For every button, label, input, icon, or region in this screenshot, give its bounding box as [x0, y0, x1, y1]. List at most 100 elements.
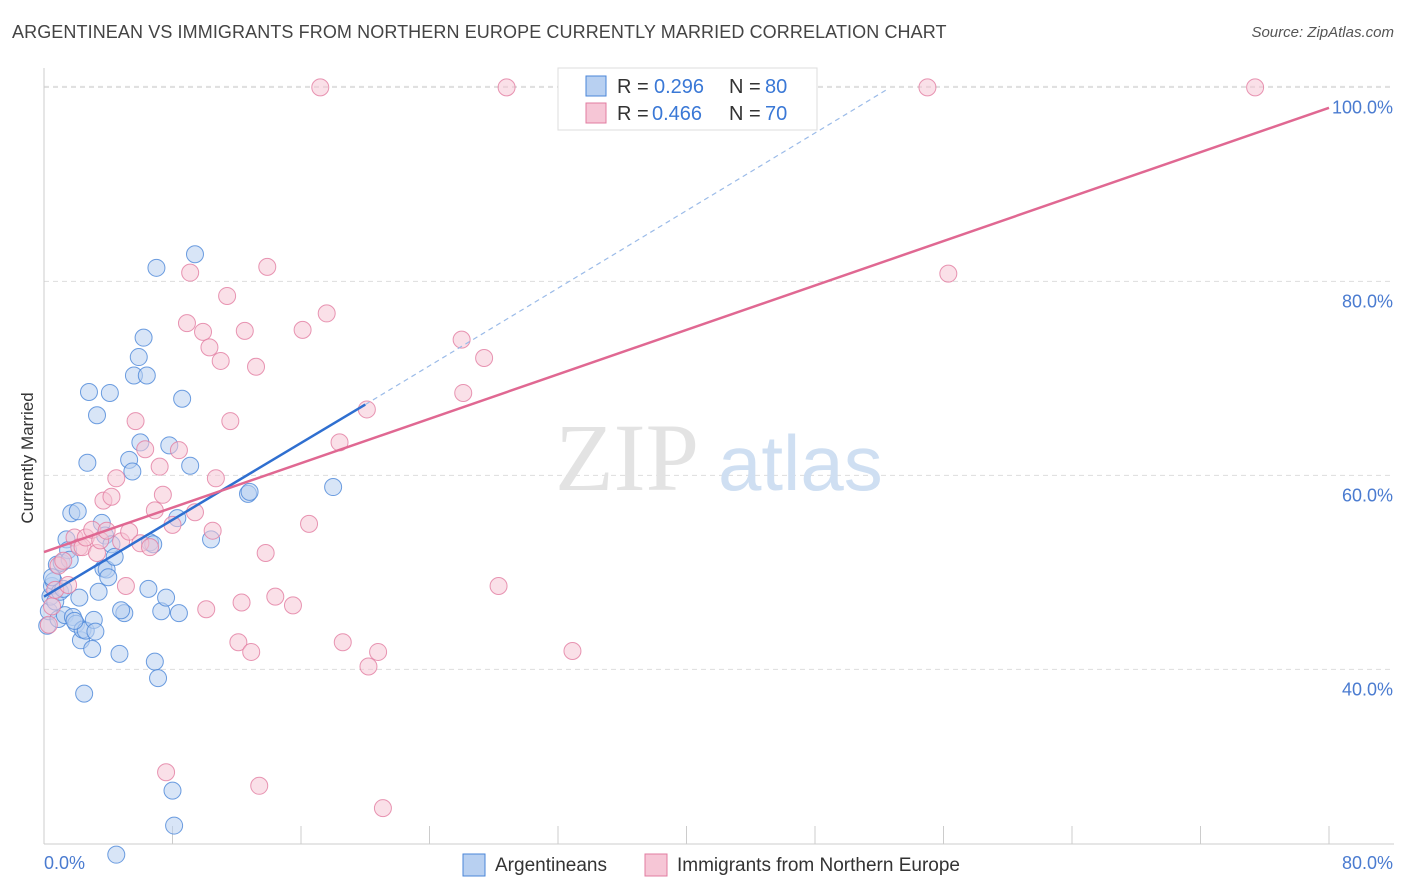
point-argentineans [110, 644, 129, 663]
point-northern-europe [177, 314, 196, 333]
point-argentineans [78, 453, 97, 472]
legend-n-value-blue: 80 [765, 76, 787, 98]
point-northern-europe [39, 615, 58, 634]
bottom-legend-swatch-pink [644, 853, 668, 877]
point-northern-europe [373, 799, 392, 818]
point-northern-europe [54, 551, 73, 570]
trend-layer [43, 88, 1330, 598]
point-northern-europe [102, 487, 121, 506]
point-northern-europe [242, 642, 261, 661]
point-northern-europe [203, 521, 222, 540]
point-northern-europe [235, 321, 254, 340]
point-northern-europe [141, 538, 160, 557]
point-northern-europe [247, 357, 266, 376]
trend-line-argentineans [43, 403, 366, 598]
point-argentineans [134, 328, 153, 347]
point-argentineans [157, 588, 176, 607]
point-northern-europe [497, 78, 516, 97]
point-argentineans [112, 601, 131, 620]
bottom-legend-label-argentineans: Argentineans [495, 855, 607, 876]
point-northern-europe [43, 597, 62, 616]
legend-r-label-blue: R = [617, 76, 649, 98]
y-tick-label: 60.0% [1342, 485, 1393, 505]
legend-swatch-blue [585, 75, 607, 97]
grid-layer [44, 85, 1394, 670]
point-argentineans [147, 258, 166, 277]
point-northern-europe [150, 457, 169, 476]
point-argentineans [86, 622, 105, 641]
point-northern-europe [136, 440, 155, 459]
point-northern-europe [369, 642, 388, 661]
point-argentineans [169, 604, 188, 623]
point-northern-europe [333, 633, 352, 652]
legend-r-value-blue: 0.296 [654, 76, 704, 98]
point-northern-europe [218, 286, 237, 305]
point-northern-europe [266, 587, 285, 606]
point-northern-europe [250, 776, 269, 795]
point-northern-europe [206, 469, 225, 488]
legend-n-value-pink: 70 [765, 103, 787, 125]
point-argentineans [68, 502, 87, 521]
watermark-zip: ZIP [555, 404, 699, 511]
point-northern-europe [563, 641, 582, 660]
y-axis-label: Currently Married [18, 392, 37, 523]
legend-r-value-pink: 0.466 [652, 103, 702, 125]
legend-r-label-pink: R = [617, 103, 649, 125]
point-northern-europe [256, 544, 275, 562]
point-argentineans [324, 478, 343, 497]
watermark: ZIP atlas [555, 404, 883, 511]
point-argentineans [181, 456, 200, 475]
trend-line-northern-europe [43, 106, 1330, 554]
point-northern-europe [211, 351, 230, 370]
axes-layer [43, 68, 1394, 845]
point-argentineans [65, 611, 84, 630]
point-northern-europe [157, 763, 176, 782]
point-argentineans [88, 406, 107, 425]
point-northern-europe [169, 441, 188, 460]
point-northern-europe [311, 78, 330, 97]
point-northern-europe [359, 657, 378, 676]
point-northern-europe [200, 338, 219, 357]
point-argentineans [165, 816, 184, 835]
point-argentineans [89, 582, 108, 601]
point-northern-europe [194, 322, 213, 341]
point-argentineans [149, 669, 168, 688]
point-argentineans [137, 366, 156, 385]
point-argentineans [70, 588, 89, 607]
point-northern-europe [452, 330, 471, 349]
point-northern-europe [181, 263, 200, 282]
point-argentineans [139, 579, 158, 598]
point-northern-europe [153, 485, 172, 504]
point-northern-europe [489, 576, 508, 595]
point-argentineans [185, 245, 204, 264]
bottom-legend-swatch-blue [462, 853, 486, 877]
y-tick-label: 100.0% [1332, 97, 1393, 117]
source-label: Source: ZipAtlas.com [1251, 24, 1394, 41]
point-argentineans [173, 389, 192, 408]
chart-title: ARGENTINEAN VS IMMIGRANTS FROM NORTHERN … [12, 22, 947, 42]
point-northern-europe [454, 383, 473, 402]
point-northern-europe [475, 349, 494, 368]
point-argentineans [145, 652, 164, 671]
point-argentineans [79, 382, 98, 401]
point-northern-europe [229, 633, 248, 652]
legend-swatch-pink [585, 102, 607, 124]
x-tick-label-max: 80.0% [1342, 853, 1393, 873]
point-northern-europe [232, 593, 251, 612]
point-northern-europe [293, 320, 312, 339]
point-northern-europe [918, 78, 937, 97]
y-tick-label: 40.0% [1342, 679, 1393, 699]
y-tick-label: 80.0% [1342, 291, 1393, 311]
point-northern-europe [116, 576, 135, 595]
point-argentineans [107, 845, 126, 864]
point-argentineans [83, 640, 102, 659]
x-tick-label-min: 0.0% [44, 853, 85, 873]
point-argentineans [75, 684, 94, 703]
point-northern-europe [197, 600, 216, 619]
tick-label-layer: 40.0% 60.0% 80.0% 100.0% 0.0% 80.0% [44, 97, 1393, 873]
point-northern-europe [317, 304, 336, 323]
point-northern-europe [126, 412, 145, 431]
legend-box: R = 0.296 N = 80 R = 0.466 N = 70 [557, 67, 818, 131]
point-northern-europe [107, 469, 126, 488]
